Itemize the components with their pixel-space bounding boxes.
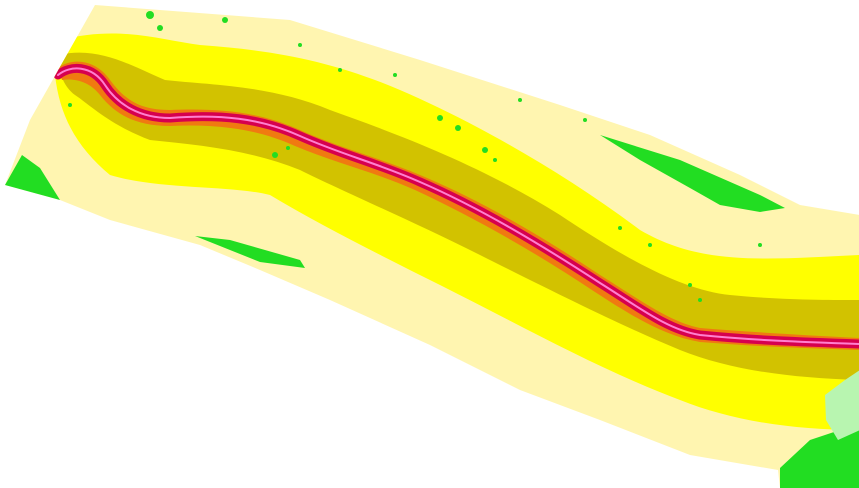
vegetation-speck	[618, 226, 622, 230]
vegetation-patches	[5, 11, 859, 488]
vegetation-speck	[298, 43, 302, 47]
vegetation-speck	[583, 118, 587, 122]
vegetation-speck	[493, 158, 497, 162]
vegetation-speck	[437, 115, 443, 121]
vegetation-patch-right-top	[600, 135, 785, 212]
vegetation-speck	[146, 11, 154, 19]
vegetation-speck	[518, 98, 522, 102]
vegetation-patch-bottom-left	[195, 236, 305, 268]
vegetation-speck	[698, 298, 702, 302]
vegetation-speck	[68, 103, 72, 107]
vegetation-speck	[688, 283, 692, 287]
vegetation-speck	[648, 243, 652, 247]
vegetation-light-patch-right	[825, 370, 859, 440]
near-buffer-zone	[58, 61, 859, 350]
vegetation-speck	[286, 146, 290, 150]
vegetation-speck	[222, 17, 228, 23]
vegetation-speck	[338, 68, 342, 72]
vegetation-speck	[455, 125, 461, 131]
inner-buffer-zone	[59, 52, 859, 380]
vegetation-patch-left	[5, 155, 60, 200]
vegetation-speck	[482, 147, 488, 153]
vegetation-speck	[393, 73, 397, 77]
vegetation-speck	[758, 243, 762, 247]
river-centerline	[57, 67, 859, 345]
vegetation-speck	[157, 25, 163, 31]
vegetation-speck	[272, 152, 278, 158]
